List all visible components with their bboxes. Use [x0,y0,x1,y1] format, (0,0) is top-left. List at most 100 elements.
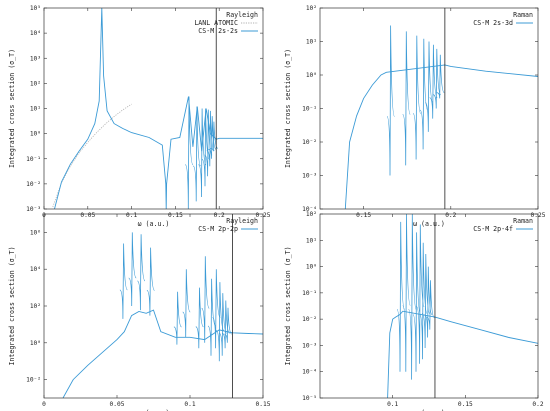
y-tick-label: 10² [306,211,317,218]
series-line-cs-m-2s-3d [344,64,538,209]
y-tick-label: 10⁻³ [302,173,317,180]
resonance-peak [173,291,182,345]
legend-label: CS-M 2s-2s [198,27,238,35]
y-tick-label: 10⁻¹ [302,106,317,113]
resonance-peak [386,25,395,176]
x-tick-label: 0.1 [184,401,195,408]
legend-label: CS-M 2s-3d [473,19,513,27]
resonance-peak [201,256,210,343]
resonance-peak [192,106,202,202]
x-tick-label: 0 [42,401,46,408]
resonance-peak [426,280,435,330]
legend-title: Raman [513,217,533,225]
chart-panel-1: 10⁻³10⁻²10⁻¹10⁰10¹10²10³10⁴10⁵00.050.10.… [8,5,271,228]
x-tick-label: 0.2 [532,401,543,408]
resonance-peak [419,38,428,150]
plot-area [62,232,263,398]
y-tick-label: 10³ [30,55,41,62]
y-tick-label: 10⁻³ [302,342,317,349]
y-tick-label: 10⁻³ [26,206,41,213]
y-tick-label: 10⁶ [30,229,41,236]
y-tick-label: 10⁰ [306,264,317,271]
axes-frame [43,7,264,210]
y-tick-label: 10¹ [306,39,317,46]
legend-label: CS-M 2p-2p [198,225,238,233]
y-tick-label: 10⁵ [30,5,41,12]
resonance-peak [224,307,232,343]
resonance-peak [207,278,216,356]
x-tick-label: 0.05 [110,401,125,408]
resonance-peak [436,54,445,99]
y-axis-label: Integrated cross section (σ_T) [8,49,16,168]
resonance-peak [412,35,422,160]
legend-label: CS-M 2p-4f [473,225,513,233]
x-tick-label: 0.15 [256,401,271,408]
y-tick-label: 10⁻⁴ [302,206,317,213]
x-axis-label: ω (a.u.) [413,220,445,228]
x-tick-label: 0.15 [458,401,473,408]
x-axis-label: ω (a.u.) [138,220,170,228]
plot-area [52,8,263,209]
y-tick-label: 10⁻² [302,316,317,323]
y-tick-label: 10⁴ [30,30,41,37]
y-tick-label: 10¹ [306,237,317,244]
resonance-peak [408,214,417,380]
series-line-cs-m-2s-2s [54,8,263,209]
x-tick-label: 0.05 [80,212,95,219]
series-line-cs-m-2p-4f [387,310,538,398]
resonance-peak [119,243,128,319]
resonance-peak [429,44,438,119]
x-tick-label: 0.1 [387,401,398,408]
x-tick-label: 0.15 [356,212,371,219]
resonance-peak [396,221,405,372]
y-tick-label: 10⁻² [302,139,317,146]
y-tick-label: 10⁻² [26,377,41,384]
resonance-peak [182,269,191,338]
resonance-peak [184,96,194,209]
resonance-peak [146,247,155,316]
resonance-peak [433,48,442,109]
y-axis-label: Integrated cross section (σ_T) [284,246,292,365]
axes-frame [319,213,539,399]
x-tick-label: 0.15 [168,212,183,219]
resonance-peak [402,31,411,166]
y-tick-label: 10⁴ [30,266,41,273]
y-tick-label: 10² [306,5,317,12]
plot-area [387,214,538,398]
legend-title: Raman [513,11,533,19]
x-tick-label: 0.1 [126,212,137,219]
axes-frame [43,213,264,399]
resonance-peak [208,116,217,159]
y-tick-label: 10¹ [30,106,41,113]
resonance-peak [402,214,411,372]
x-axis-label: ω (a.u.) [413,409,445,411]
y-axis-label: Integrated cross section (σ_T) [8,246,16,365]
series-line-lanl-atomic [52,103,132,208]
resonance-peak [137,234,146,311]
x-axis-label: ω (a.u.) [138,409,170,411]
y-tick-label: 10⁰ [30,340,41,347]
y-tick-label: 10⁰ [30,131,41,138]
resonance-peak [212,269,221,349]
resonance-peak [128,232,137,307]
resonance-peak [425,41,434,132]
chart-panel-4: 10⁻⁵ 10⁻⁴ 10⁻³ 10⁻² 10⁻¹ 10⁰ 10¹ 10² 0.1 0.15 0.2 ω… [284,211,544,411]
resonance-peak [195,287,204,349]
y-tick-label: 10² [30,303,41,310]
resonance-peak [206,110,215,167]
plot-area [344,25,538,209]
y-tick-label: 10⁻¹ [26,156,41,163]
y-tick-label: 10⁻¹ [302,290,317,297]
y-tick-label: 10⁻⁴ [302,369,317,376]
x-tick-label: 0.2 [214,212,225,219]
y-tick-label: 10² [30,80,41,87]
resonance-peak [412,232,421,372]
legend-label: LANL ATOMIC [194,19,238,27]
y-tick-label: 10⁰ [306,72,317,79]
y-tick-label: 10⁻² [26,181,41,188]
resonance-peak [198,108,207,198]
y-tick-label: 10⁻⁵ [302,395,317,402]
